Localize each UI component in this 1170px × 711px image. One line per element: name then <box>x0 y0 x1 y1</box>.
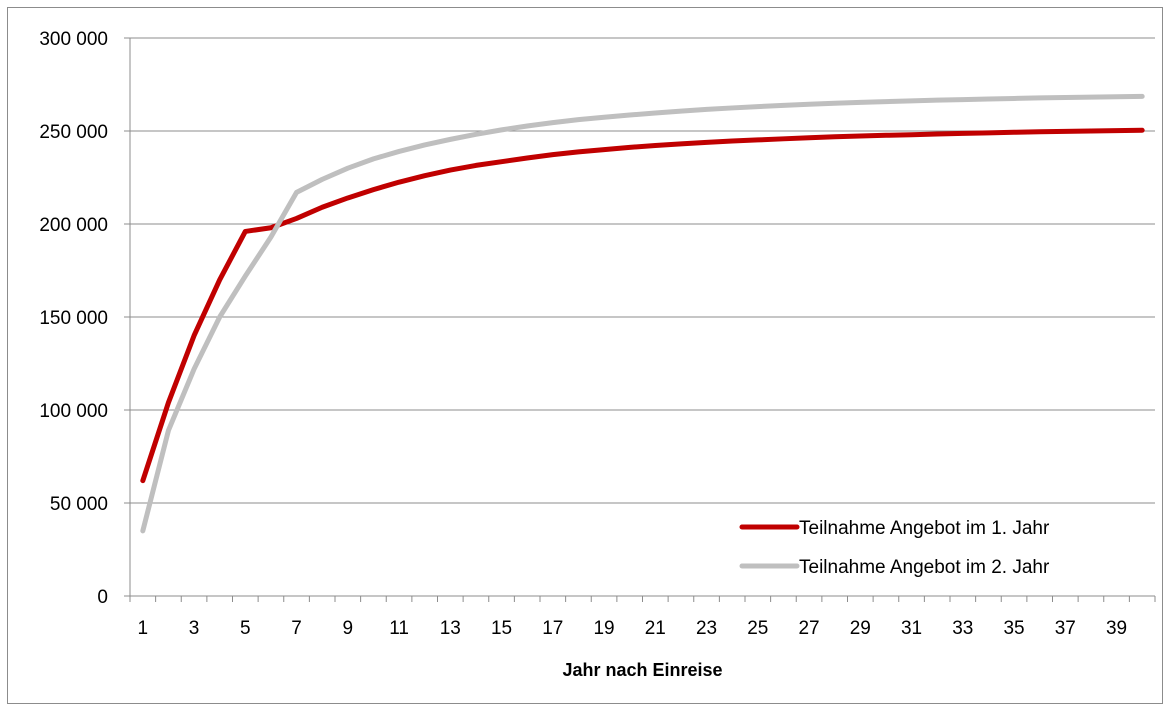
y-tick-label: 100 000 <box>39 401 108 422</box>
x-tick-label: 37 <box>1055 618 1076 639</box>
y-tick-label: 300 000 <box>39 29 108 50</box>
y-tick-label: 0 <box>97 587 108 608</box>
x-tick-label: 9 <box>343 618 354 639</box>
legend: Teilnahme Angebot im 1. Jahr Teilnahme An… <box>739 518 1050 578</box>
series-line-2 <box>140 93 1145 534</box>
x-tick-label: 33 <box>952 618 973 639</box>
x-tick-label: 27 <box>798 618 819 639</box>
x-tick-label: 35 <box>1003 618 1024 639</box>
x-tick-label: 3 <box>189 618 200 639</box>
x-tick-label: 5 <box>240 618 251 639</box>
x-tick-label: 25 <box>747 618 768 639</box>
legend-label: Teilnahme Angebot im 2. Jahr <box>799 557 1050 578</box>
x-tick-label: 13 <box>440 618 461 639</box>
x-axis-title: Jahr nach Einreise <box>562 660 722 680</box>
x-tick-label: 15 <box>491 618 512 639</box>
x-tick-label: 21 <box>645 618 666 639</box>
x-tick-label: 39 <box>1106 618 1127 639</box>
x-tick-label: 11 <box>389 618 409 639</box>
y-tick-label: 250 000 <box>39 122 108 143</box>
gridlines <box>130 37 1155 504</box>
x-tick-label: 1 <box>138 618 149 639</box>
x-tick-label: 29 <box>850 618 871 639</box>
y-tick-label: 200 000 <box>39 215 108 236</box>
x-tick-label: 19 <box>593 618 614 639</box>
x-tick-label: 17 <box>542 618 563 639</box>
x-axis-ticks: 1 3 5 7 9 11 13 15 17 19 21 23 25 27 29 31 33 35 37 39 <box>129 596 1156 639</box>
x-tick-label: 7 <box>291 618 302 639</box>
series-layer <box>140 93 1145 534</box>
legend-label: Teilnahme Angebot im 1. Jahr <box>799 518 1050 539</box>
y-tick-label: 50 000 <box>50 494 108 515</box>
y-tick-label: 150 000 <box>39 308 108 329</box>
x-tick-label: 31 <box>901 618 922 639</box>
y-axis-ticks: 0 50 000 100 000 150 000 200 000 250 000 300 0… <box>39 29 130 608</box>
x-tick-label: 23 <box>696 618 717 639</box>
series-line-1 <box>140 127 1145 484</box>
